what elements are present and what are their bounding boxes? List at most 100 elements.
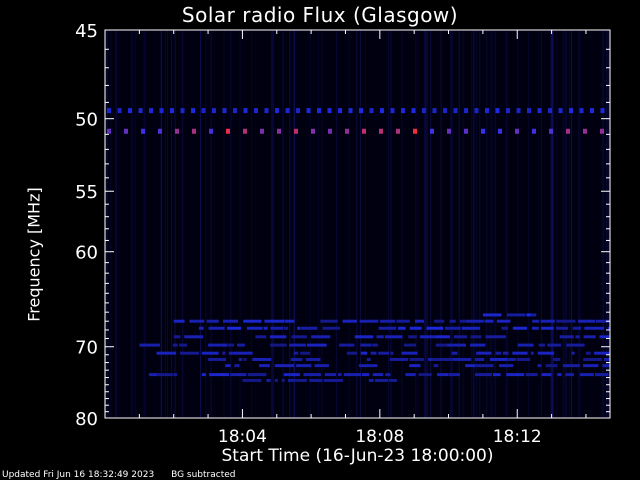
band-segment xyxy=(476,351,492,355)
band-segment xyxy=(297,326,301,330)
band-segment xyxy=(532,319,540,323)
band-segment xyxy=(173,373,178,377)
noise-streak xyxy=(359,30,361,418)
band-segment xyxy=(428,357,433,361)
band-segment xyxy=(233,108,237,114)
y-tick-label: 60 xyxy=(75,243,98,264)
band-segment xyxy=(447,128,451,134)
noise-streak xyxy=(424,30,426,418)
noise-streak xyxy=(562,30,564,418)
noise-streak xyxy=(160,30,162,418)
band-segment xyxy=(405,373,416,377)
band-segment xyxy=(374,378,389,382)
band-segment xyxy=(209,128,213,134)
band-segment xyxy=(475,364,494,368)
band-segment xyxy=(552,357,561,361)
band-segment xyxy=(346,351,357,355)
band-segment xyxy=(170,108,174,114)
band-segment xyxy=(226,326,242,330)
band-segment xyxy=(604,357,610,361)
band-segment xyxy=(422,108,426,114)
band-segment xyxy=(234,364,240,368)
noise-streak xyxy=(426,30,428,418)
band-segment xyxy=(359,319,379,323)
noise-streak xyxy=(476,30,478,418)
band-segment xyxy=(537,108,542,114)
noise-streak xyxy=(335,30,337,418)
y-tick-label: 50 xyxy=(75,110,98,131)
band-segment xyxy=(599,335,610,339)
noise-streak xyxy=(401,30,403,418)
band-segment xyxy=(508,357,516,361)
emission-bands xyxy=(107,108,610,382)
band-segment xyxy=(413,128,417,134)
band-segment xyxy=(525,373,538,377)
band-segment xyxy=(466,319,484,323)
noise-streak xyxy=(430,30,432,418)
band-segment xyxy=(388,378,398,382)
band-segment xyxy=(342,319,357,323)
band-segment xyxy=(206,319,219,323)
band-segment xyxy=(158,128,162,134)
band-segment xyxy=(264,108,269,114)
band-segment xyxy=(259,364,270,368)
noise-streak xyxy=(289,30,291,418)
band-segment xyxy=(526,313,532,317)
noise-streak xyxy=(164,30,166,418)
band-segment xyxy=(369,108,374,114)
band-segment xyxy=(502,351,509,355)
band-segment xyxy=(368,378,374,382)
band-segment xyxy=(448,373,460,377)
band-segment xyxy=(594,373,609,377)
noise-streak xyxy=(143,30,145,418)
band-segment xyxy=(159,108,164,114)
noise-streak xyxy=(486,30,488,418)
band-segment xyxy=(199,326,204,330)
noise-streak xyxy=(115,30,117,418)
band-segment xyxy=(269,335,287,339)
band-segment xyxy=(328,128,332,134)
band-segment xyxy=(293,378,307,382)
noise-streak xyxy=(552,30,554,418)
band-segment xyxy=(348,108,353,114)
band-segment xyxy=(255,335,267,339)
band-segment xyxy=(409,364,421,368)
updated-timestamp: Updated Fri Jun 16 18:32:49 2023 xyxy=(2,470,155,480)
band-segment xyxy=(189,319,205,323)
band-segment xyxy=(354,335,374,339)
band-segment xyxy=(238,357,243,361)
y-axis-label-wrap: Frequency [MHz] xyxy=(4,150,64,350)
band-segment xyxy=(361,373,370,377)
band-segment xyxy=(556,319,576,323)
band-segment xyxy=(343,373,362,377)
band-segment xyxy=(512,326,528,330)
band-segment xyxy=(433,364,439,368)
noise-streak xyxy=(415,30,417,418)
band-segment xyxy=(384,335,403,339)
band-segment xyxy=(579,373,594,377)
band-segment xyxy=(409,357,425,361)
band-segment xyxy=(379,128,383,134)
axes: 45 50 55 60 70 80 18:04 18:08 18:12 xyxy=(75,21,611,447)
band-segment xyxy=(401,108,405,114)
band-segment xyxy=(293,351,299,355)
band-segment xyxy=(531,313,537,317)
band-segment xyxy=(583,357,602,361)
band-segment xyxy=(322,326,341,330)
noise-streak xyxy=(390,30,392,418)
band-segment xyxy=(288,378,294,382)
band-segment xyxy=(443,108,447,114)
noise-streak xyxy=(309,30,311,418)
band-segment xyxy=(263,326,268,330)
band-segment xyxy=(360,343,372,347)
band-segment xyxy=(320,319,338,323)
band-segment xyxy=(512,351,528,355)
band-segment xyxy=(484,319,494,323)
noise-streak xyxy=(527,30,529,418)
band-segment xyxy=(380,108,384,114)
noise-streak xyxy=(282,30,284,418)
band-segment xyxy=(583,364,599,368)
band-segment xyxy=(461,326,480,330)
band-segment xyxy=(572,326,582,330)
